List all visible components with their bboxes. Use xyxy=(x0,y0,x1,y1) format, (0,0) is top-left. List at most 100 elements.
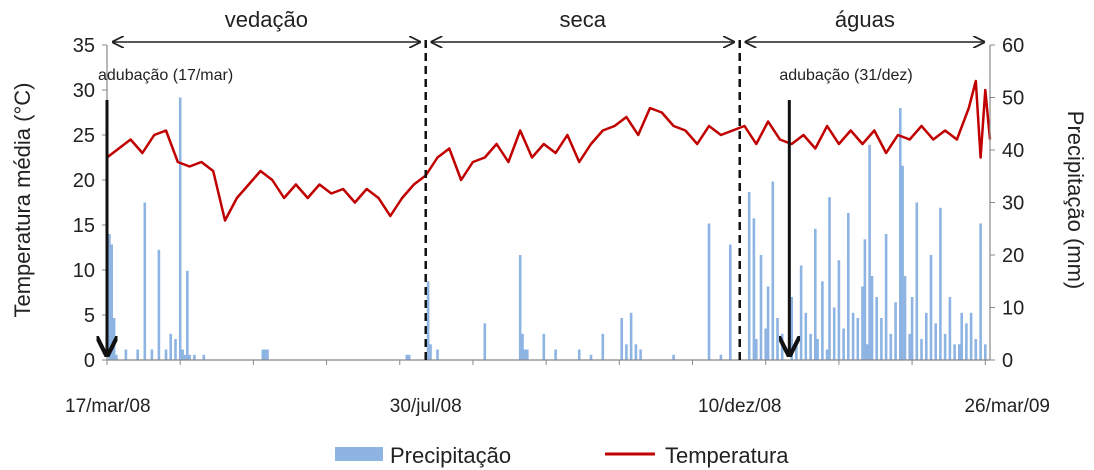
precip-bar xyxy=(764,328,767,360)
precip-bar xyxy=(915,202,919,360)
precip-bar xyxy=(625,344,628,361)
precip-bar xyxy=(169,333,172,361)
precip-bar xyxy=(110,244,113,360)
y-axis-right-label: Precipitação (mm) xyxy=(1063,111,1088,289)
precip-bar xyxy=(856,318,860,360)
precip-bar xyxy=(847,213,850,360)
precip-bar xyxy=(193,354,196,361)
precip-bar xyxy=(407,354,411,361)
precip-bar xyxy=(870,276,874,360)
precip-bar xyxy=(861,286,864,360)
precip-bar xyxy=(164,349,168,360)
precip-bar xyxy=(979,223,982,360)
precip-bar xyxy=(263,349,267,360)
precip-bar xyxy=(865,344,869,361)
precipitation-bars xyxy=(108,97,987,361)
precip-bar xyxy=(747,192,751,360)
precip-bar xyxy=(814,228,817,361)
precip-bar xyxy=(729,244,732,360)
precip-bar xyxy=(719,354,723,361)
precip-bar xyxy=(832,307,836,360)
precip-bar xyxy=(828,197,831,360)
legend-precip-swatch xyxy=(335,447,383,461)
precip-bar xyxy=(948,297,952,360)
precip-bar xyxy=(903,276,907,360)
precip-bar xyxy=(629,312,633,361)
precip-bar xyxy=(943,333,947,361)
precip-bar xyxy=(939,207,942,361)
y-right-tick-label: 40 xyxy=(1002,140,1024,162)
x-tick-label: 26/mar/09 xyxy=(964,396,1050,417)
precip-bar xyxy=(577,349,581,360)
precip-bar xyxy=(426,281,430,361)
period-label: vedação xyxy=(225,7,308,32)
precip-bar xyxy=(542,333,546,361)
precip-bar xyxy=(483,323,487,361)
legend-temp-label: Temperatura xyxy=(665,443,789,468)
x-tick-label: 10/dez/08 xyxy=(698,396,781,417)
precip-bar xyxy=(825,349,829,360)
annotation-label: adubação (31/dez) xyxy=(779,67,912,84)
precip-bar xyxy=(526,349,529,360)
precip-bar xyxy=(889,333,893,361)
precip-bar xyxy=(188,354,191,361)
y-left-tick-label: 20 xyxy=(73,170,95,192)
precip-bar xyxy=(863,239,867,361)
precip-bar xyxy=(984,344,987,361)
precip-bar xyxy=(790,297,793,360)
y-right-tick-label: 20 xyxy=(1002,245,1024,267)
precip-bar xyxy=(875,297,878,360)
period-label: seca xyxy=(559,7,606,32)
annotation-label: adubação (17/mar) xyxy=(98,67,233,84)
precip-bar xyxy=(960,312,963,361)
precip-bar xyxy=(920,339,923,360)
precip-bar xyxy=(108,234,111,360)
precip-bar xyxy=(136,349,139,360)
precip-bar xyxy=(816,339,819,360)
precip-bar xyxy=(157,249,161,361)
y-left-tick-label: 15 xyxy=(73,215,95,237)
precip-bar xyxy=(124,349,128,360)
period-markers: vedação seca águas adubação (17/mar) adubaçã… xyxy=(98,7,984,360)
y-right-tick-label: 10 xyxy=(1002,298,1024,320)
precip-bar xyxy=(953,344,956,361)
precip-bar xyxy=(884,234,888,360)
period-label: águas xyxy=(835,7,895,32)
precip-bar xyxy=(589,354,593,361)
precip-bar xyxy=(771,181,775,360)
precip-bar xyxy=(965,323,968,361)
precip-bar xyxy=(908,333,911,361)
temperature-line xyxy=(106,79,992,222)
y-right-tick-label: 50 xyxy=(1002,88,1024,110)
precip-bar xyxy=(910,297,914,360)
precip-bar xyxy=(112,318,116,360)
precip-bar xyxy=(601,333,605,361)
precip-bar xyxy=(809,333,812,361)
precip-bar xyxy=(880,318,883,360)
y-left-tick-label: 5 xyxy=(84,305,95,327)
x-tick-label: 30/jul/08 xyxy=(390,396,462,417)
x-tick-label: 17/mar/08 xyxy=(65,396,151,417)
precip-bar xyxy=(523,349,527,360)
precip-bar xyxy=(925,312,928,361)
precip-bar xyxy=(969,312,973,361)
precip-bar xyxy=(929,255,933,360)
y-right-tick-label: 30 xyxy=(1002,193,1024,215)
precip-bar xyxy=(899,108,902,360)
precip-bar xyxy=(799,265,803,360)
precip-bar xyxy=(766,286,770,360)
precip-bar xyxy=(554,349,557,360)
precip-bar xyxy=(174,339,177,360)
precip-bar xyxy=(181,349,184,360)
y-left-tick-label: 0 xyxy=(84,350,95,372)
precip-bar xyxy=(868,144,871,361)
y-right-tick-label: 0 xyxy=(1002,350,1013,372)
precip-bar xyxy=(115,354,118,361)
precip-bar xyxy=(178,97,182,360)
precip-bar xyxy=(183,354,187,361)
precip-bar xyxy=(901,165,904,361)
precip-bar xyxy=(429,344,432,361)
precip-bar xyxy=(804,312,808,361)
precip-bar xyxy=(759,255,763,360)
